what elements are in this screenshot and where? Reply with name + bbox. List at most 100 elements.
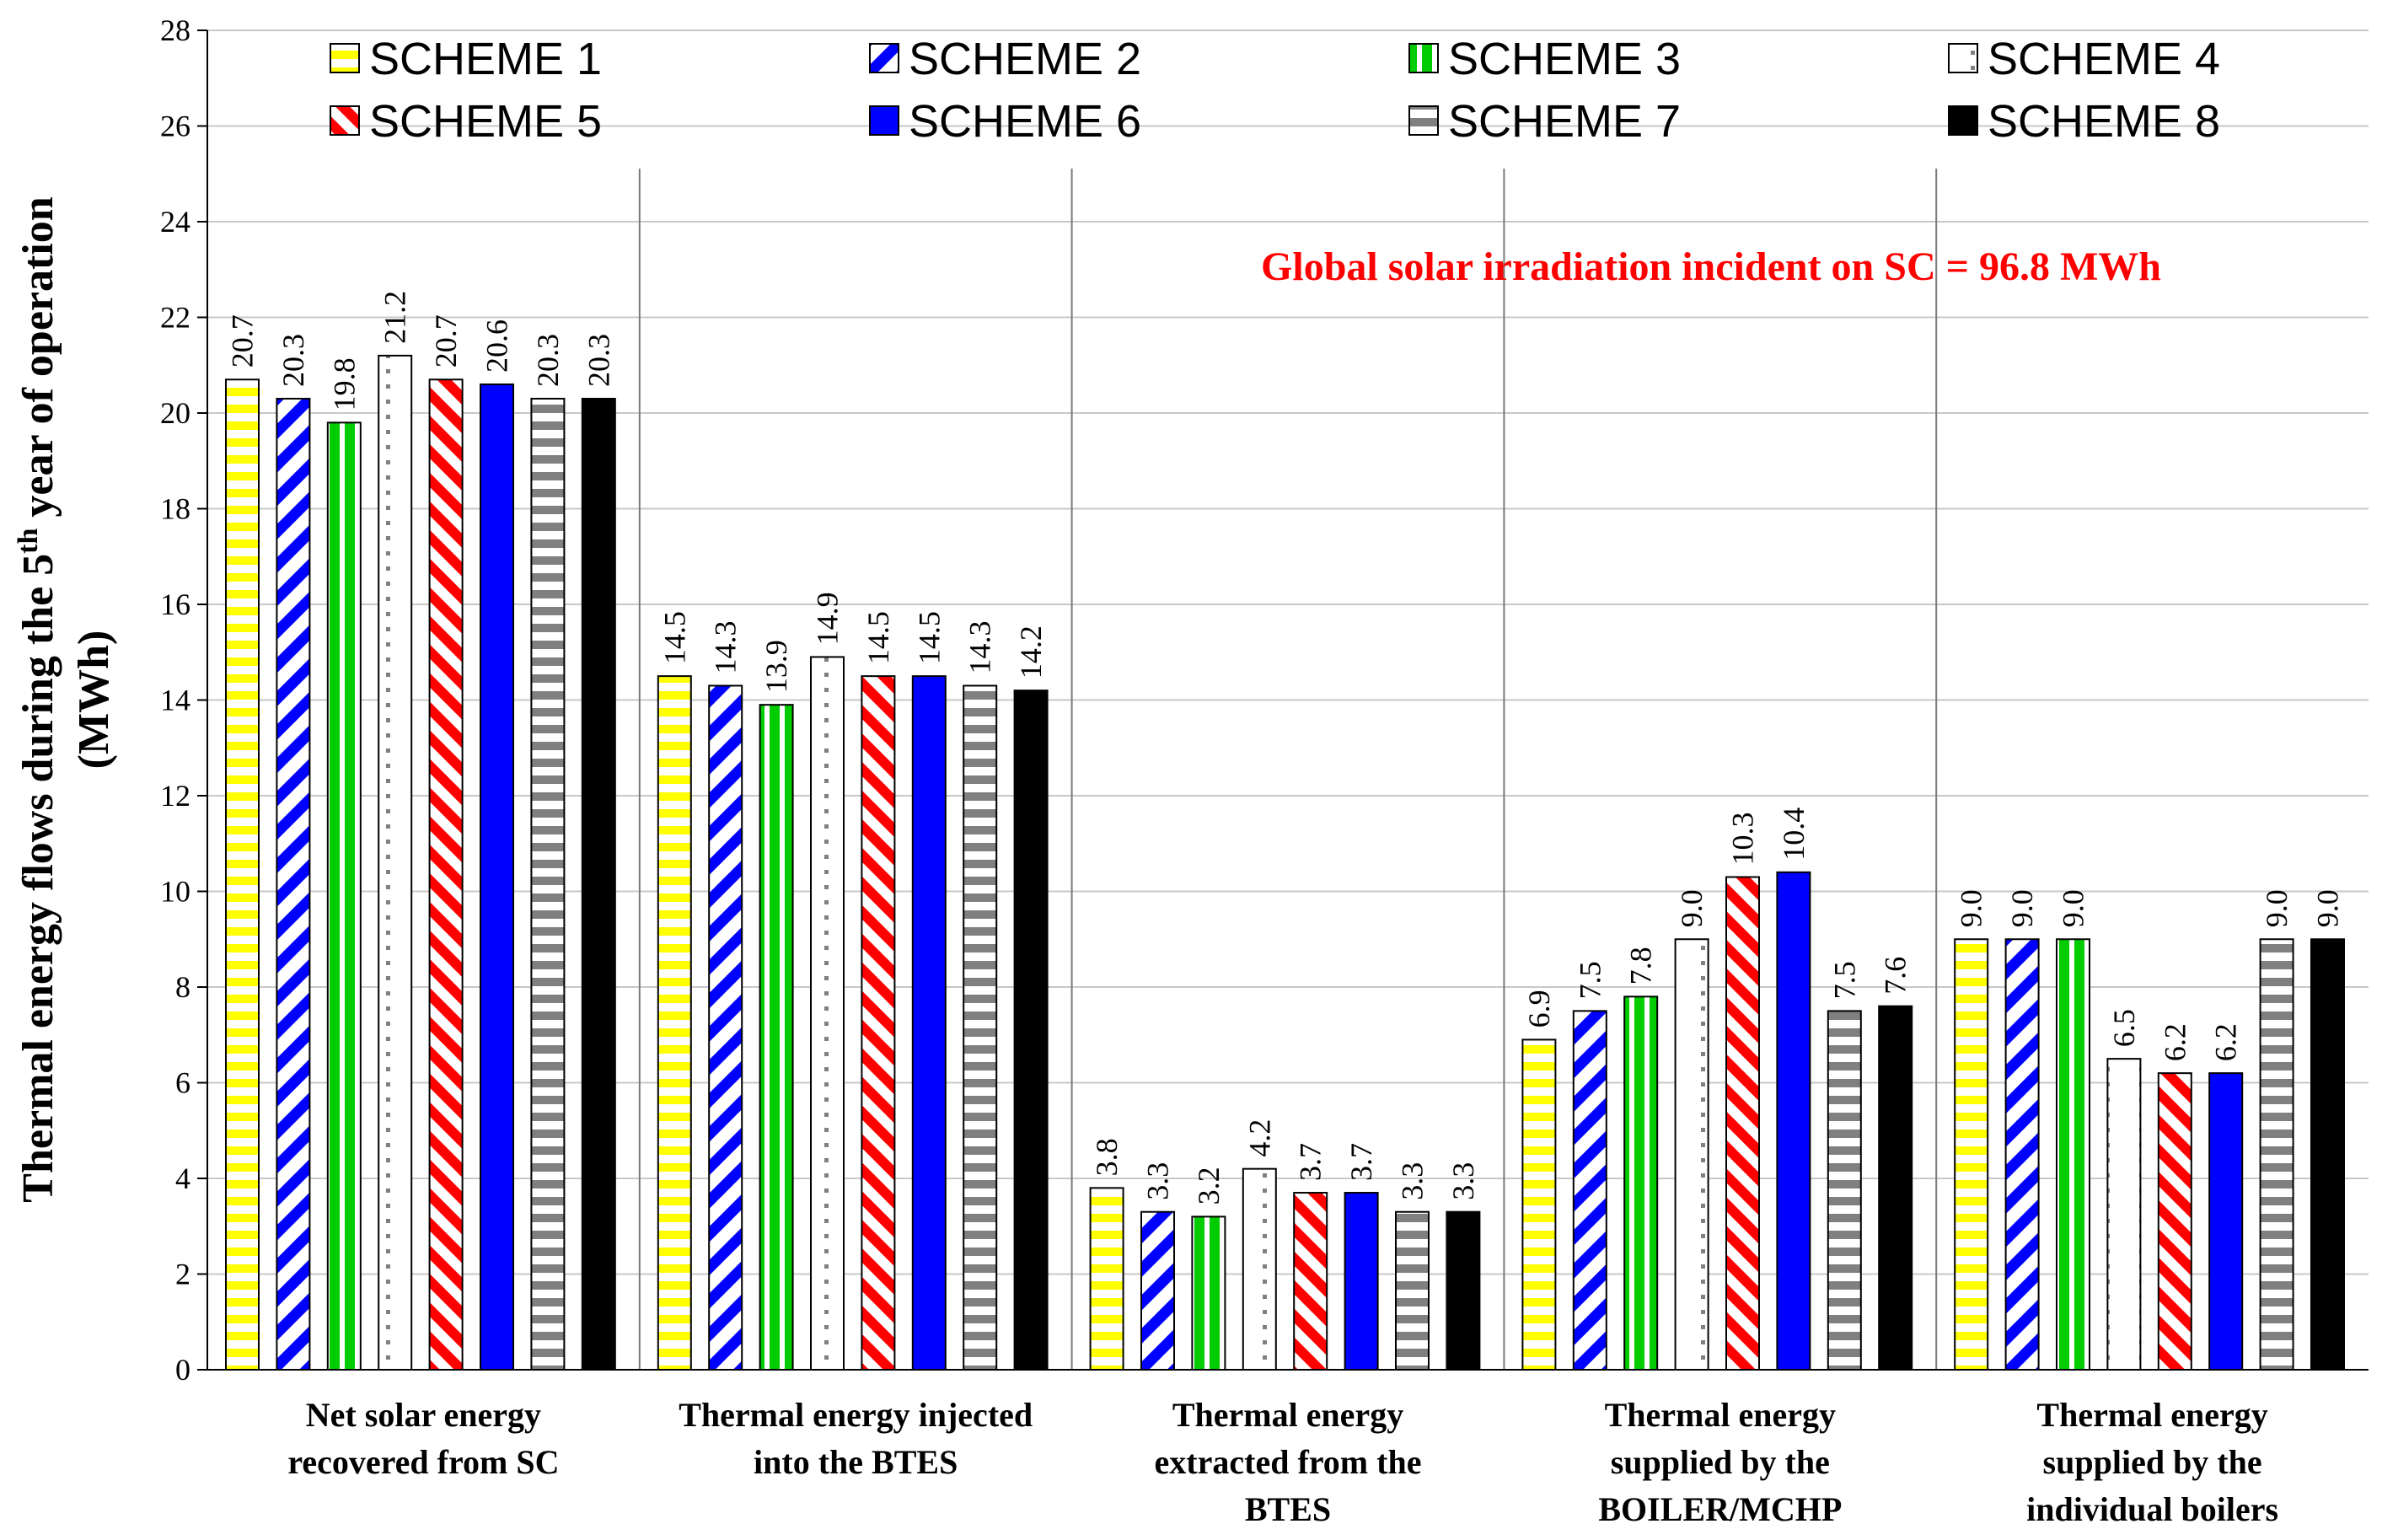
data-label: 9.0 [2057, 889, 2090, 927]
legend-swatch [330, 105, 360, 136]
y-tick-label: 16 [160, 588, 190, 621]
bar-scheme-8 [581, 397, 616, 1371]
data-label: 3.7 [1294, 1143, 1328, 1181]
y-axis-title-units: (MWh) [70, 630, 118, 770]
data-label: 14.9 [811, 592, 845, 645]
data-label: 9.0 [2260, 889, 2293, 927]
category-labels: Net solar energy recovered from SC Thermal… [287, 1396, 2278, 1528]
category-label: Thermal energy [1605, 1396, 1836, 1434]
legend-swatch [1948, 43, 1978, 73]
data-label: 9.0 [2005, 889, 2039, 927]
bar-scheme-2 [276, 397, 311, 1371]
y-tick-label: 8 [175, 970, 190, 1004]
legend-label: SCHEME 6 [909, 96, 1141, 147]
bar-scheme-7 [2259, 938, 2294, 1371]
data-label: 6.9 [1522, 990, 1556, 1028]
data-label: 14.3 [963, 620, 997, 673]
category-label: Thermal energy [1172, 1396, 1403, 1434]
y-tick-label: 20 [160, 396, 190, 430]
data-label: 7.5 [1573, 961, 1607, 999]
y-tick-label: 22 [160, 301, 190, 335]
bar-scheme-1 [1954, 938, 1989, 1371]
data-label: 9.0 [1955, 889, 1988, 927]
y-tick-label: 10 [160, 875, 190, 909]
data-label: 20.7 [429, 314, 463, 368]
data-label: 7.5 [1827, 961, 1861, 999]
bar-scheme-6 [911, 675, 947, 1371]
bar-scheme-5 [1293, 1192, 1328, 1371]
bar-scheme-5 [428, 378, 464, 1371]
data-label: 3.8 [1090, 1138, 1124, 1176]
bar-scheme-2 [708, 684, 743, 1371]
bar-scheme-4 [1674, 938, 1709, 1371]
bar-scheme-6 [1344, 1192, 1379, 1371]
category-label: BTES [1245, 1490, 1331, 1528]
bar-scheme-6 [480, 383, 514, 1371]
data-label: 6.2 [2209, 1023, 2243, 1061]
bar-scheme-3 [2056, 938, 2090, 1371]
data-label: 10.4 [1777, 808, 1811, 861]
bar-scheme-6 [1776, 871, 1811, 1371]
bars [225, 354, 2345, 1371]
bar-scheme-6 [2208, 1072, 2244, 1371]
bar-scheme-7 [1827, 1010, 1862, 1371]
bar-scheme-3 [1191, 1215, 1226, 1371]
data-label: 14.5 [657, 611, 691, 664]
legend-label: SCHEME 1 [369, 34, 602, 84]
legend-swatch [1408, 43, 1439, 73]
bar-scheme-5 [1725, 876, 1760, 1371]
y-tick-label: 26 [160, 110, 190, 143]
y-tick-label: 24 [160, 205, 190, 239]
bar-scheme-8 [2310, 938, 2345, 1371]
bar-scheme-1 [1089, 1187, 1124, 1371]
bar-scheme-4 [1242, 1167, 1277, 1371]
category-label: into the BTES [754, 1443, 958, 1481]
bar-scheme-3 [759, 704, 794, 1371]
category-label: supplied by the [2043, 1443, 2262, 1481]
y-axis-title: Thermal energy flows during the 5th year… [13, 196, 62, 1202]
gridlines [207, 30, 2369, 1371]
data-label: 20.3 [582, 334, 615, 387]
data-label: 3.3 [1396, 1162, 1430, 1200]
bar-scheme-3 [1623, 995, 1659, 1371]
data-label: 3.3 [1446, 1162, 1480, 1200]
y-tick-label: 2 [175, 1258, 190, 1291]
data-label: 7.8 [1624, 947, 1658, 985]
legend-label: SCHEME 4 [1988, 34, 2220, 84]
y-tick-label: 0 [175, 1353, 190, 1387]
data-label: 20.3 [531, 334, 565, 387]
bar-scheme-4 [2106, 1058, 2142, 1371]
legend-swatch [330, 43, 360, 73]
y-tick-label: 6 [175, 1066, 190, 1100]
data-label: 19.8 [327, 357, 361, 410]
category-label: Net solar energy [306, 1396, 541, 1434]
category-label: Thermal energy [2036, 1396, 2267, 1434]
bar-scheme-1 [225, 378, 260, 1371]
y-tick-label: 14 [160, 684, 190, 717]
data-label: 3.7 [1344, 1143, 1378, 1181]
data-label: 14.5 [861, 611, 895, 664]
data-label: 6.5 [2107, 1009, 2141, 1047]
legend-label: SCHEME 5 [369, 96, 602, 147]
category-label: recovered from SC [287, 1443, 559, 1481]
bar-scheme-8 [1446, 1210, 1481, 1371]
y-tick-label: 4 [175, 1162, 190, 1195]
bar-scheme-4 [810, 656, 845, 1371]
legend: SCHEME 1 SCHEME 2 SCHEME 3 SCHEME 4 SCHEME 5… [330, 34, 2220, 147]
data-label: 3.3 [1141, 1162, 1175, 1200]
y-tick-label: 12 [160, 779, 190, 813]
data-label: 6.2 [2158, 1023, 2192, 1061]
category-label: BOILER/MCHP [1598, 1490, 1842, 1528]
bar-scheme-1 [1521, 1038, 1557, 1371]
legend-label: SCHEME 2 [909, 34, 1141, 84]
data-label: 20.6 [480, 319, 514, 373]
category-label: extracted from the [1155, 1443, 1422, 1481]
bar-scheme-7 [963, 684, 998, 1371]
legend-swatch [1408, 105, 1439, 136]
bar-scheme-2 [2004, 938, 2040, 1371]
bar-scheme-8 [1878, 1005, 1913, 1371]
data-label: 9.0 [1675, 889, 1709, 927]
legend-label: SCHEME 3 [1448, 34, 1681, 84]
